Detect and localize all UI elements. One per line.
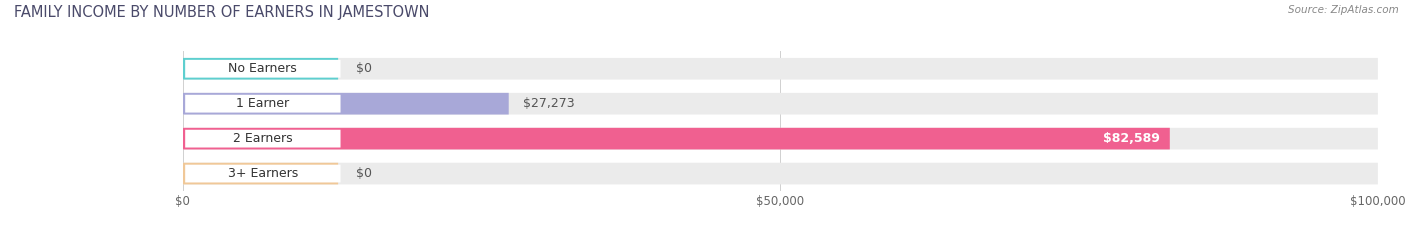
FancyBboxPatch shape bbox=[186, 165, 340, 182]
FancyBboxPatch shape bbox=[186, 130, 340, 147]
FancyBboxPatch shape bbox=[186, 60, 340, 78]
Text: $0: $0 bbox=[356, 167, 373, 180]
FancyBboxPatch shape bbox=[183, 163, 339, 185]
FancyBboxPatch shape bbox=[183, 93, 1378, 114]
Text: FAMILY INCOME BY NUMBER OF EARNERS IN JAMESTOWN: FAMILY INCOME BY NUMBER OF EARNERS IN JA… bbox=[14, 5, 430, 20]
Text: $0: $0 bbox=[356, 62, 373, 75]
FancyBboxPatch shape bbox=[183, 128, 1170, 150]
Text: 3+ Earners: 3+ Earners bbox=[228, 167, 298, 180]
Text: $82,589: $82,589 bbox=[1104, 132, 1160, 145]
Text: Source: ZipAtlas.com: Source: ZipAtlas.com bbox=[1288, 5, 1399, 15]
FancyBboxPatch shape bbox=[183, 93, 509, 114]
FancyBboxPatch shape bbox=[183, 58, 339, 80]
Text: $27,273: $27,273 bbox=[523, 97, 575, 110]
Text: 1 Earner: 1 Earner bbox=[236, 97, 290, 110]
Text: No Earners: No Earners bbox=[229, 62, 297, 75]
FancyBboxPatch shape bbox=[183, 163, 1378, 185]
Text: 2 Earners: 2 Earners bbox=[233, 132, 292, 145]
FancyBboxPatch shape bbox=[183, 58, 1378, 80]
FancyBboxPatch shape bbox=[186, 95, 340, 113]
FancyBboxPatch shape bbox=[183, 128, 1378, 150]
